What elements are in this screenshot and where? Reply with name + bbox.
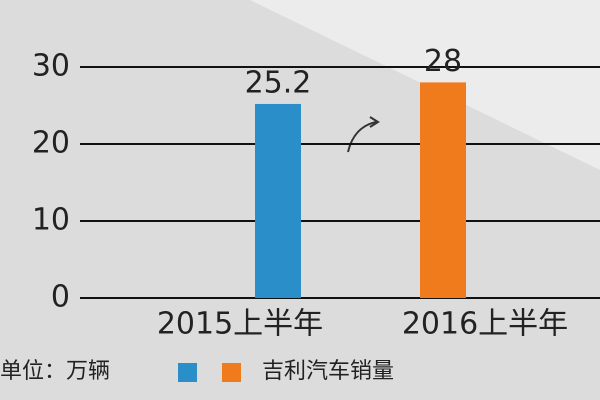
value-label: 28	[424, 44, 462, 79]
bar	[420, 82, 466, 299]
y-tick-label: 30	[32, 49, 70, 84]
y-tick-label: 0	[51, 280, 70, 315]
trend-arrow	[347, 121, 377, 153]
unit-label: 单位：万辆	[0, 359, 110, 384]
legend-swatch	[222, 363, 241, 382]
x-tick-label: 2016上半年	[402, 307, 568, 342]
y-tick-label: 20	[32, 126, 70, 161]
legend-swatch	[178, 363, 197, 382]
bar	[255, 103, 301, 299]
trend-arrow-head	[369, 116, 380, 128]
x-tick-label: 2015上半年	[157, 307, 323, 342]
legend-label: 吉利汽车销量	[262, 359, 394, 384]
y-tick-label: 10	[32, 203, 70, 238]
value-label: 25.2	[245, 65, 312, 100]
